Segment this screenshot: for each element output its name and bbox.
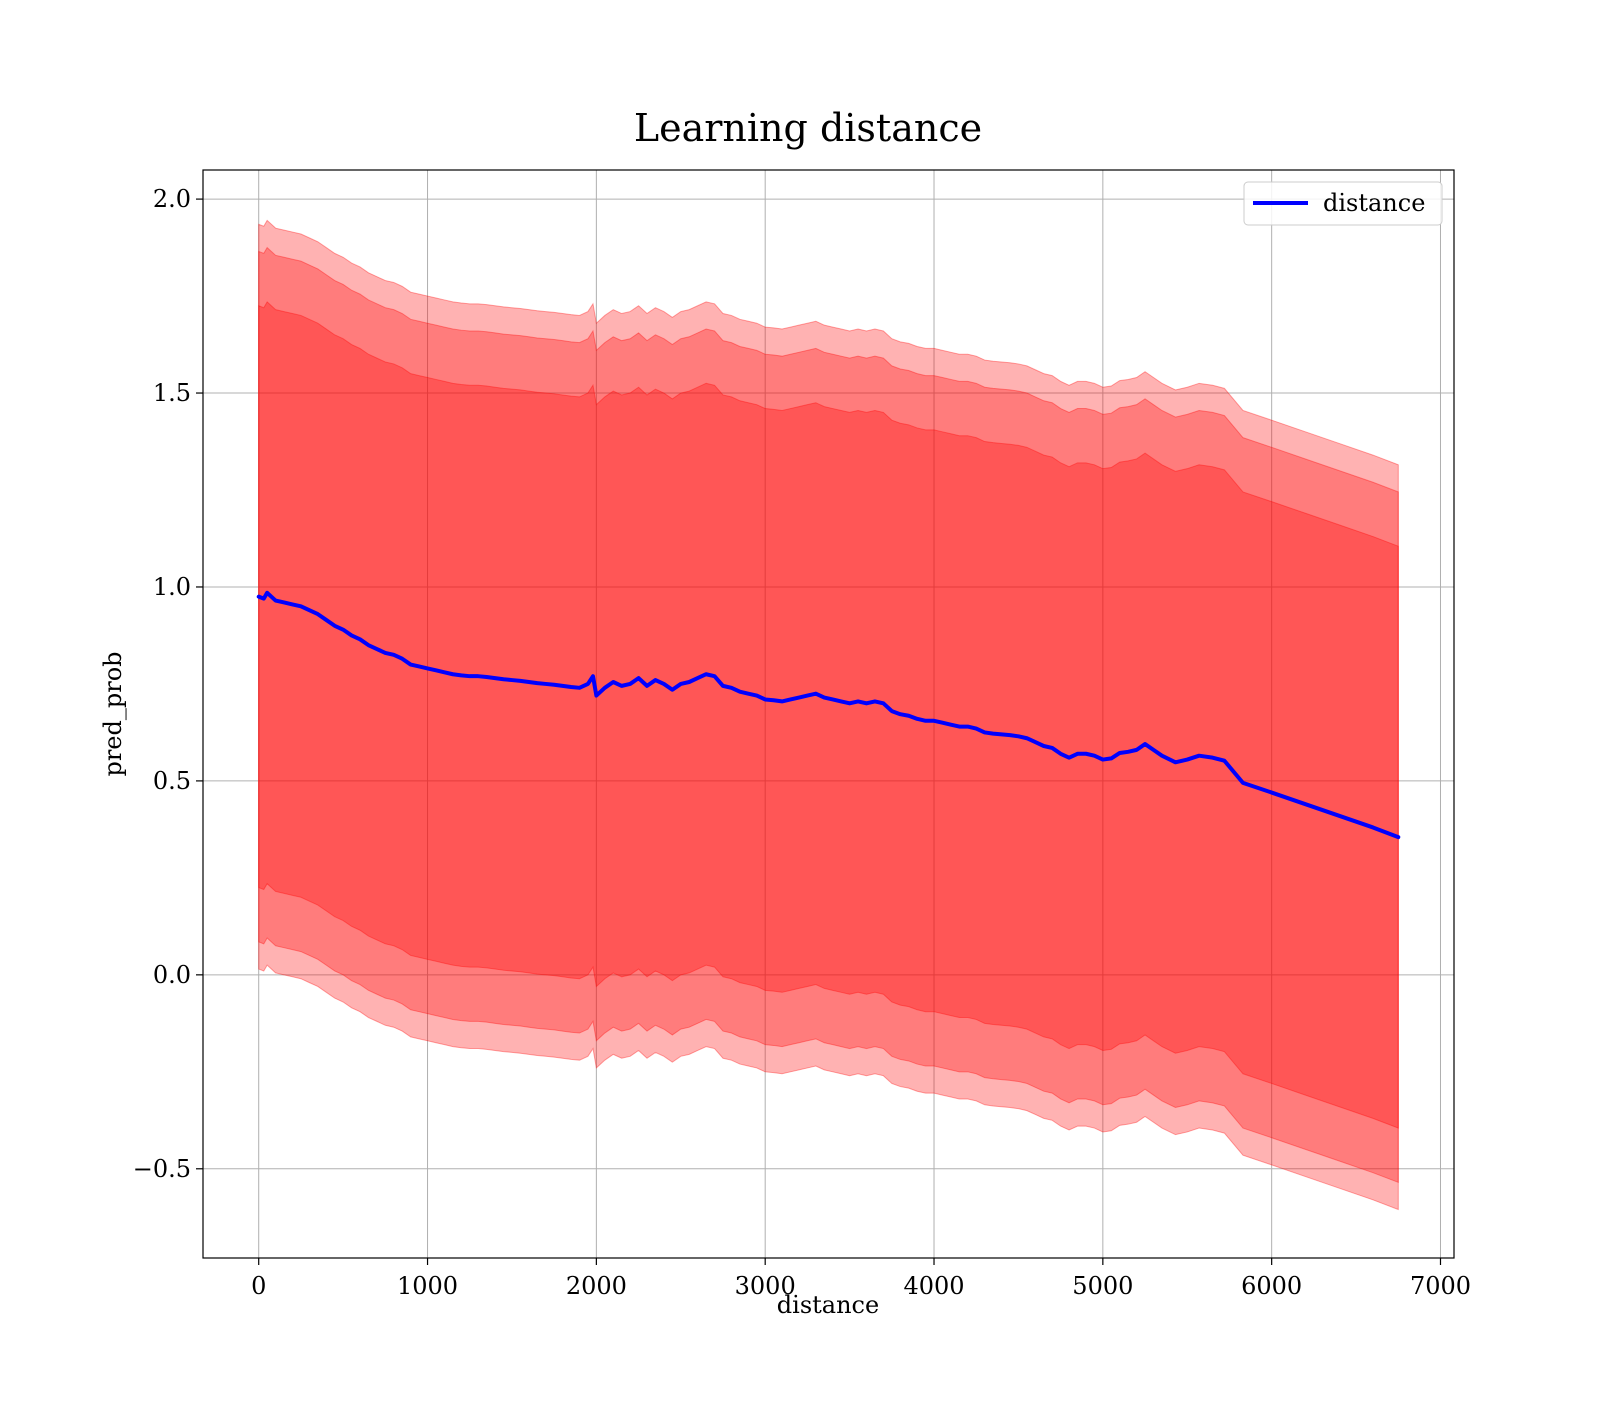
y-axis-label: pred_prob <box>99 651 127 776</box>
confidence-bands <box>258 219 1399 1211</box>
legend: distance <box>1243 181 1443 226</box>
y-axis-ticks: −0.5 0.0 0.5 1.0 1.5 2.0 <box>133 185 203 1183</box>
x-tick-label: 6000 <box>1241 1272 1302 1300</box>
y-tick-label: 0.5 <box>153 767 191 795</box>
x-tick-label: 0 <box>251 1272 266 1300</box>
y-tick-label: 0.0 <box>153 961 191 989</box>
x-tick-label: 1000 <box>397 1272 458 1300</box>
series-lines <box>256 590 1401 840</box>
y-tick-label: 1.0 <box>153 573 191 601</box>
legend-box <box>1243 181 1443 226</box>
confidence-band <box>258 301 1399 1129</box>
y-tick-label: −0.5 <box>133 1155 191 1183</box>
confidence-band <box>258 219 1399 1211</box>
y-tick-label: 1.5 <box>153 379 191 407</box>
confidence-band <box>258 246 1399 1184</box>
y-tick-label: 2.0 <box>153 185 191 213</box>
x-axis-ticks: 0 1000 2000 3000 4000 5000 6000 7000 <box>251 1258 1471 1300</box>
x-tick-label: 2000 <box>566 1272 627 1300</box>
x-axis-label: distance <box>777 1291 879 1319</box>
distance-series-line <box>256 590 1401 840</box>
x-tick-label: 3000 <box>735 1272 796 1300</box>
chart-title: Learning distance <box>634 106 982 150</box>
x-tick-label: 5000 <box>1072 1272 1133 1300</box>
plot-frame <box>202 169 1455 1259</box>
x-tick-label: 7000 <box>1410 1272 1471 1300</box>
x-tick-label: 4000 <box>903 1272 964 1300</box>
legend-label: distance <box>1323 189 1425 217</box>
